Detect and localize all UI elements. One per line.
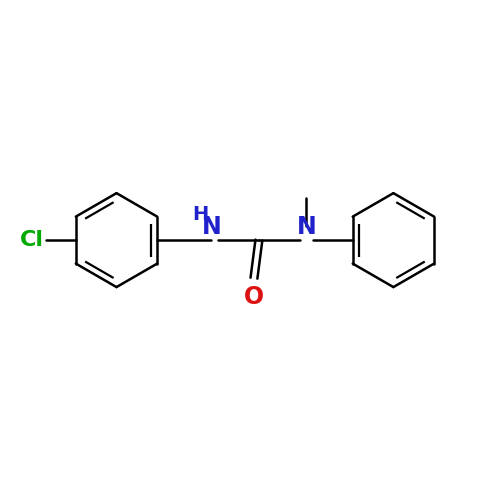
Text: H: H: [192, 206, 208, 225]
Text: O: O: [244, 284, 264, 308]
Text: Cl: Cl: [20, 230, 44, 250]
Text: N: N: [296, 215, 316, 239]
Text: N: N: [202, 215, 222, 239]
